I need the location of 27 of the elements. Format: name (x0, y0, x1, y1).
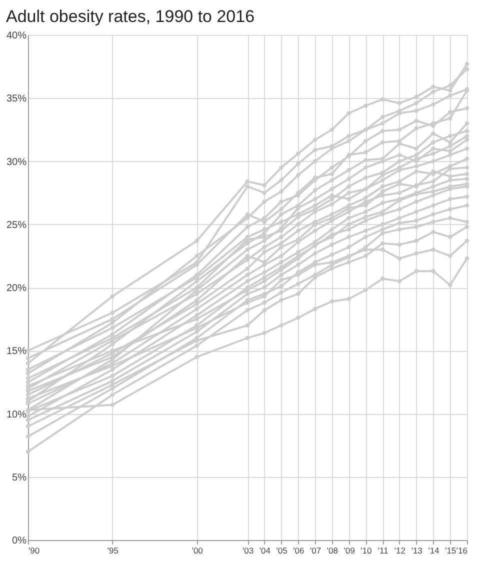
y-tick-label: 10% (6, 409, 27, 420)
x-tick-label: '00 (192, 546, 204, 556)
x-tick-label: '90 (28, 546, 40, 556)
x-tick-label: '03 (242, 546, 254, 556)
x-tick-label: '16 (456, 546, 468, 556)
y-tick-label: 35% (6, 94, 27, 105)
y-tick-label: 5% (12, 472, 27, 484)
x-tick-label: '07 (310, 546, 322, 556)
x-tick-label: '95 (107, 546, 119, 556)
y-tick-label: 30% (6, 156, 27, 168)
y-tick-label: 20% (6, 283, 27, 294)
x-tick-label: '12 (394, 546, 406, 556)
x-tick-label: '08 (326, 546, 338, 556)
x-tick-label: '10 (360, 546, 372, 556)
x-tick-label: '15 (445, 546, 456, 556)
x-tick-label: '06 (293, 546, 304, 556)
x-tick-label: '04 (259, 546, 271, 556)
y-tick-label: 0% (12, 536, 27, 546)
x-tick-label: '05 (276, 546, 288, 556)
x-tick-label: '13 (411, 546, 423, 556)
chart-title: Adult obesity rates, 1990 to 2016 (6, 7, 255, 26)
x-tick-label: '14 (428, 546, 440, 556)
x-tick-label: '09 (344, 546, 356, 556)
x-tick-label: '11 (378, 546, 389, 556)
y-tick-label: 25% (6, 220, 27, 231)
y-tick-label: 15% (6, 346, 27, 358)
y-tick-label: 40% (6, 30, 27, 42)
